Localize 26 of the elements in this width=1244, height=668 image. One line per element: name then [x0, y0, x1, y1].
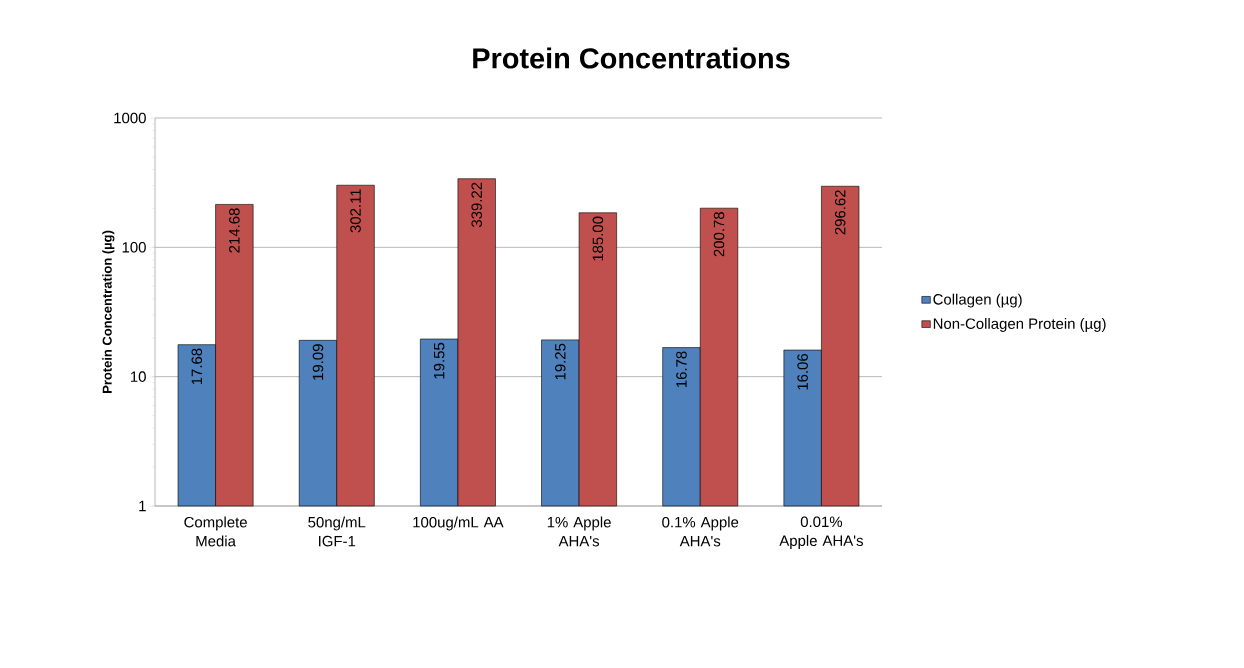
data-label: 19.25 [555, 343, 566, 380]
data-label: 185.00 [592, 216, 604, 261]
data-label: 19.55 [433, 342, 445, 379]
y-tick-label: 1000 [114, 112, 146, 124]
legend-label: Non-Collagen Protein (µg) [933, 317, 1106, 332]
x-tick-label: 100ug/mL AA [413, 516, 504, 531]
data-label: 214.68 [229, 208, 240, 253]
x-tick-label: 0.01% Apple AHA's [779, 516, 863, 549]
data-label: 16.06 [797, 353, 808, 390]
y-axis-title: Protein Concentration (µg) [102, 230, 115, 393]
x-tick-label: Complete Media [184, 516, 247, 547]
data-label: 16.78 [676, 351, 687, 388]
y-tick-label: 100 [122, 242, 146, 253]
y-tick-label: 1 [139, 500, 146, 512]
x-tick-label: 1% Apple AHA's [547, 516, 611, 547]
data-label: 302.11 [350, 189, 361, 233]
y-tick-label: 10 [131, 371, 146, 382]
data-label: 296.62 [834, 190, 846, 235]
legend-label: Collagen (µg) [933, 293, 1022, 308]
data-label: 19.09 [312, 344, 324, 380]
data-label: 200.78 [713, 212, 725, 257]
x-tick-label: 0.1% Apple AHA's [662, 516, 739, 547]
chart-title: Protein Concentrations [473, 47, 790, 69]
x-tick-label: 50ng/mL IGF-1 [308, 516, 366, 547]
data-label: 17.68 [191, 348, 203, 385]
data-label: 339.22 [471, 182, 482, 228]
